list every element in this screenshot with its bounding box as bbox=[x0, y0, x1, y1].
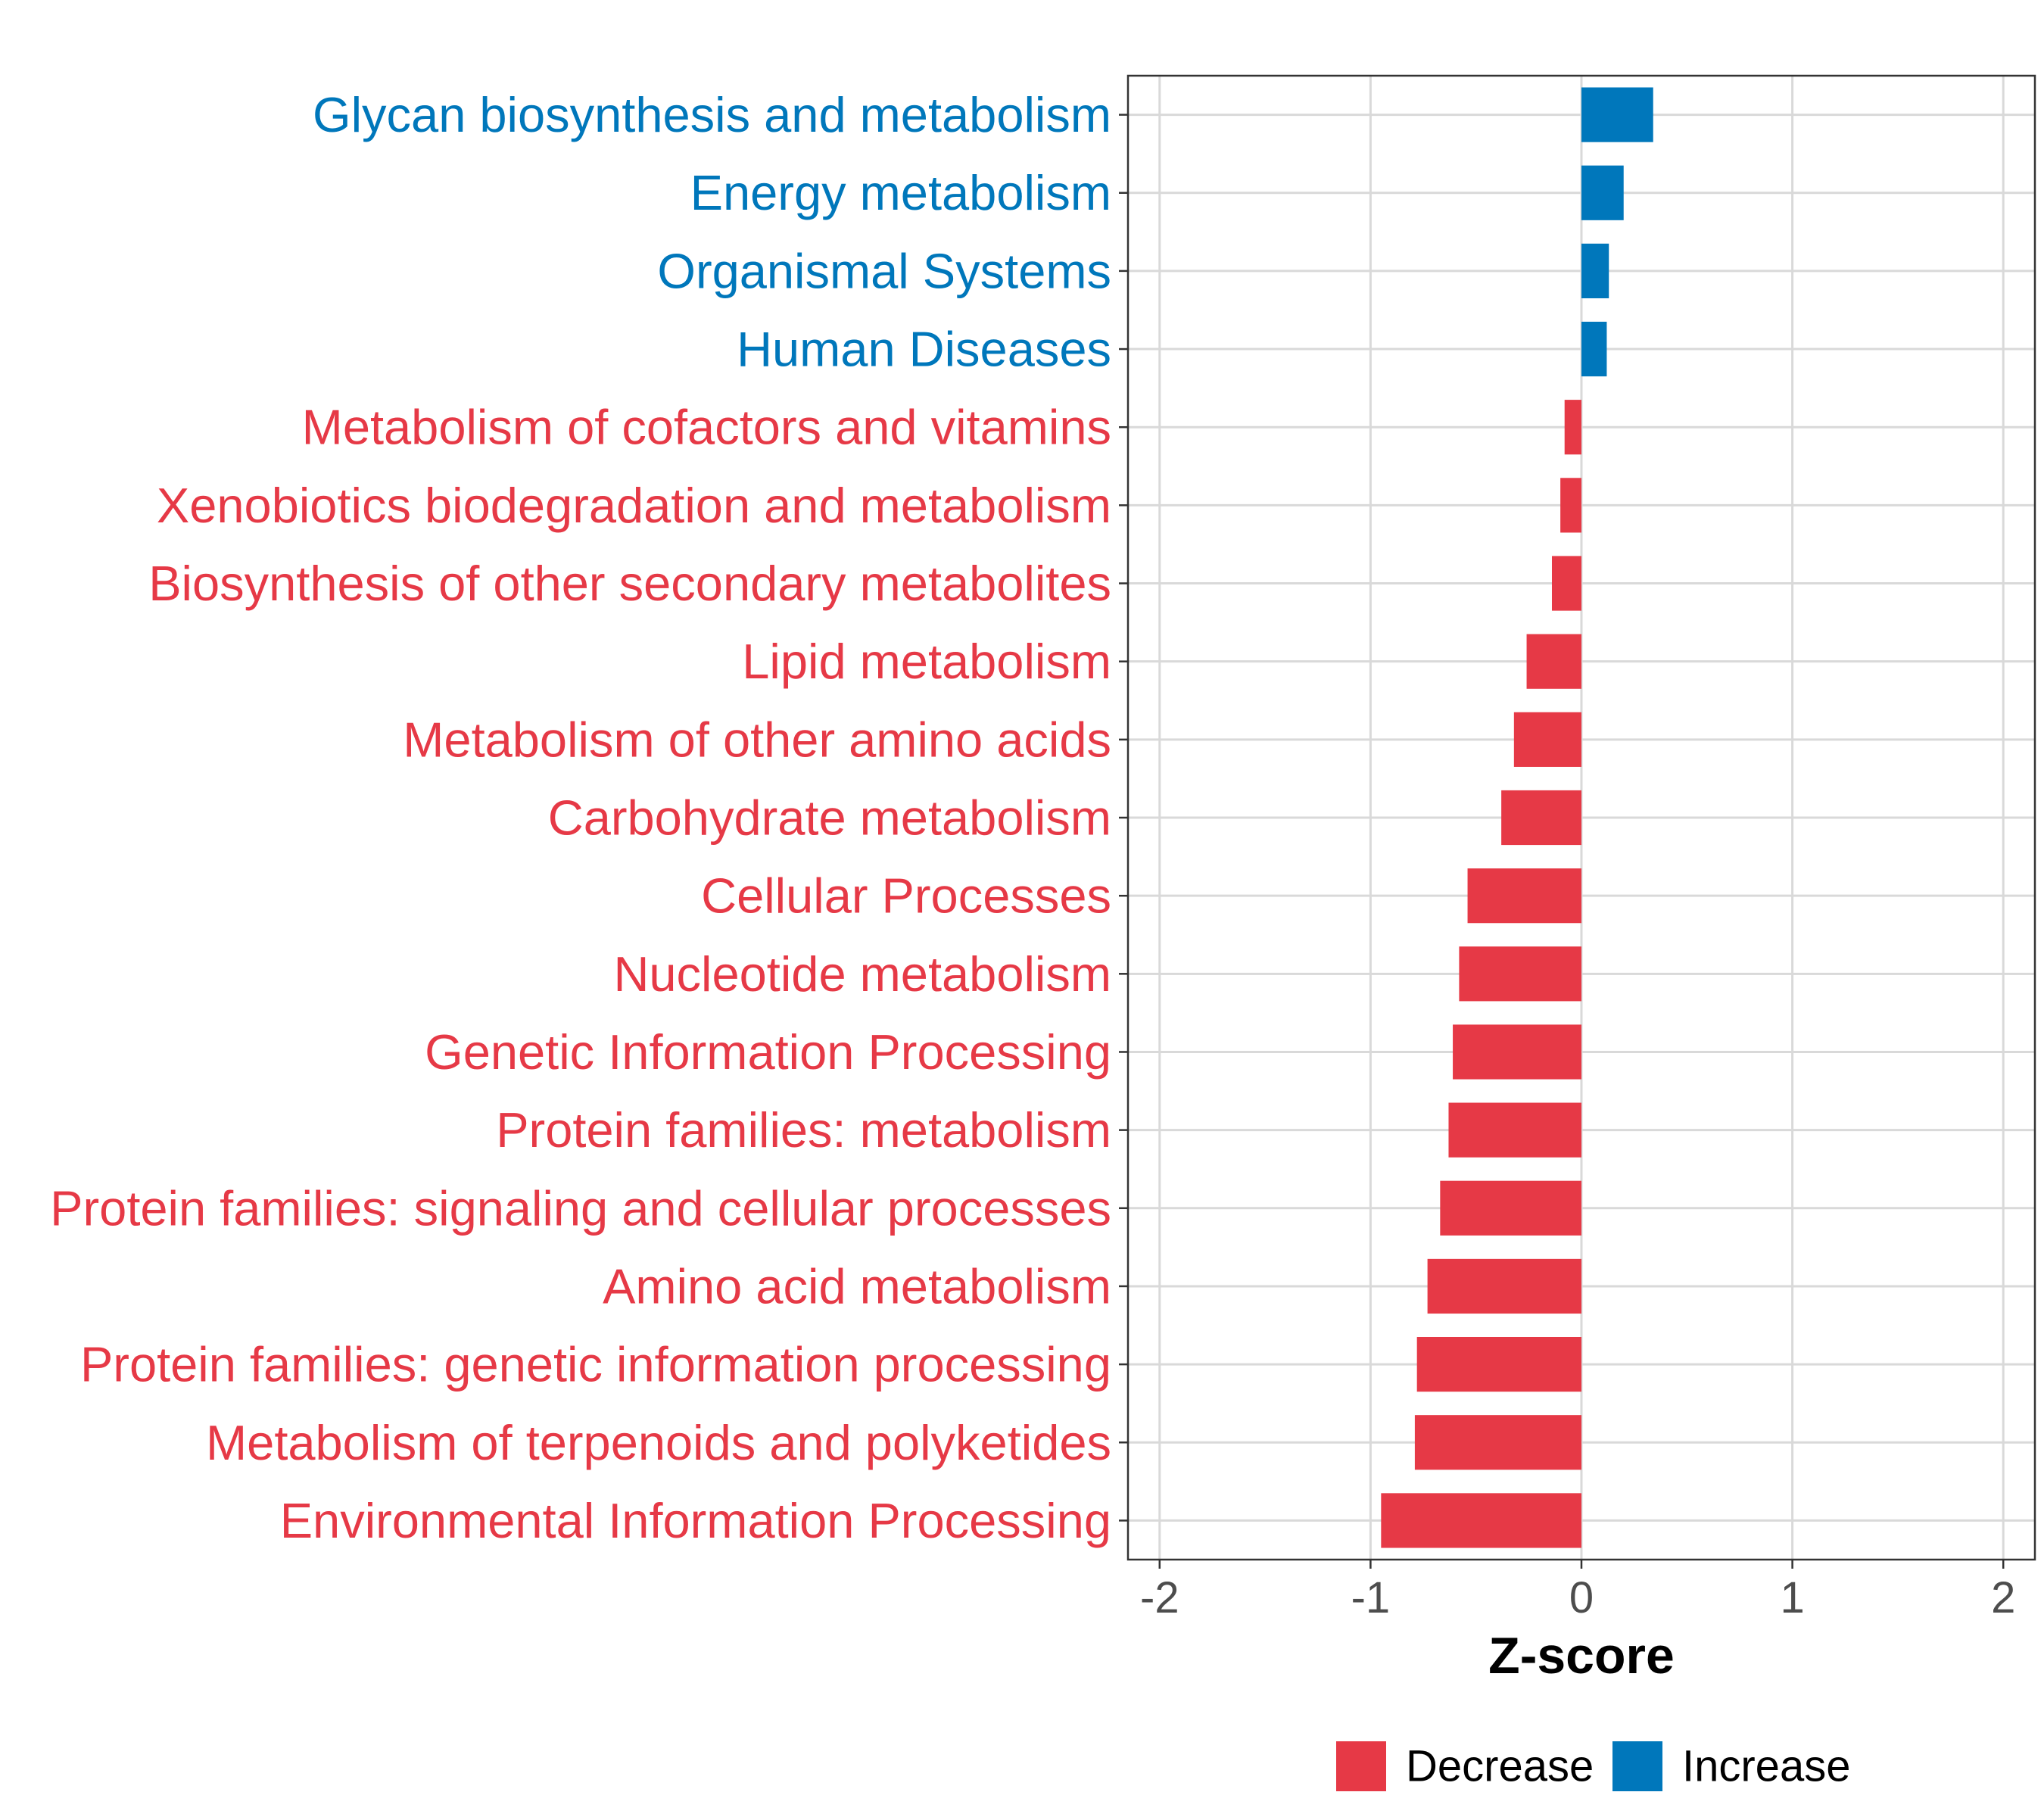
bar-12 bbox=[1459, 946, 1581, 1002]
category-label: Metabolism of terpenoids and polyketides bbox=[206, 1415, 1111, 1470]
bars bbox=[1381, 87, 1653, 1548]
bar-15 bbox=[1440, 1180, 1581, 1236]
bar-5 bbox=[1564, 400, 1581, 455]
legend-label-increase: Increase bbox=[1682, 1742, 1850, 1791]
category-label: Glycan biosynthesis and metabolism bbox=[313, 87, 1111, 142]
category-label: Metabolism of cofactors and vitamins bbox=[302, 400, 1111, 455]
category-label: Protein families: genetic information pr… bbox=[80, 1337, 1111, 1392]
bar-4 bbox=[1581, 321, 1607, 377]
category-label: Protein families: metabolism bbox=[496, 1102, 1111, 1158]
bar-6 bbox=[1560, 478, 1581, 533]
category-label: Amino acid metabolism bbox=[603, 1258, 1111, 1314]
bar-16 bbox=[1427, 1258, 1581, 1314]
x-tick-label: 1 bbox=[1780, 1573, 1804, 1622]
x-axis-title: Z-score bbox=[1488, 1627, 1675, 1685]
category-label: Xenobiotics biodegradation and metabolis… bbox=[157, 478, 1111, 533]
bar-10 bbox=[1501, 790, 1581, 846]
bar-13 bbox=[1453, 1024, 1581, 1080]
x-tick-label: 0 bbox=[1569, 1573, 1594, 1622]
x-axis-ticks: -2 -1 0 1 2 bbox=[1140, 1560, 2015, 1622]
bar-17 bbox=[1416, 1337, 1581, 1392]
legend-label-decrease: Decrease bbox=[1406, 1742, 1594, 1791]
category-label: Human Diseases bbox=[737, 322, 1111, 377]
x-tick-label: -1 bbox=[1351, 1573, 1391, 1622]
bar-8 bbox=[1526, 634, 1581, 689]
category-label: Genetic Information Processing bbox=[425, 1024, 1111, 1080]
x-tick-label: 2 bbox=[1991, 1573, 2015, 1622]
bar-7 bbox=[1551, 556, 1581, 611]
y-axis-labels: Glycan biosynthesis and metabolism Energy… bbox=[50, 87, 1111, 1548]
bar-3 bbox=[1581, 243, 1609, 298]
y-axis-ticks bbox=[1119, 114, 1128, 1522]
bar-2 bbox=[1581, 165, 1624, 220]
bar-19 bbox=[1381, 1493, 1581, 1548]
category-label: Protein families: signaling and cellular… bbox=[50, 1180, 1111, 1236]
bar-14 bbox=[1448, 1102, 1581, 1158]
category-label: Biosynthesis of other secondary metaboli… bbox=[148, 556, 1111, 611]
x-tick-label: -2 bbox=[1140, 1573, 1179, 1622]
bar-18 bbox=[1414, 1415, 1581, 1470]
category-label: Environmental Information Processing bbox=[280, 1493, 1111, 1548]
category-label: Metabolism of other amino acids bbox=[403, 712, 1111, 767]
bar-1 bbox=[1581, 87, 1653, 142]
category-label: Nucleotide metabolism bbox=[613, 946, 1111, 1002]
bar-9 bbox=[1513, 712, 1581, 767]
category-label: Cellular Processes bbox=[701, 868, 1111, 924]
category-label: Energy metabolism bbox=[690, 165, 1111, 220]
legend-key-increase bbox=[1612, 1741, 1662, 1791]
category-label: Lipid metabolism bbox=[742, 634, 1111, 689]
category-label: Carbohydrate metabolism bbox=[548, 790, 1111, 846]
category-label: Organismal Systems bbox=[657, 243, 1111, 298]
legend-key-decrease bbox=[1336, 1741, 1386, 1791]
legend: Decrease Increase bbox=[1336, 1741, 1850, 1791]
bar-11 bbox=[1467, 868, 1581, 924]
